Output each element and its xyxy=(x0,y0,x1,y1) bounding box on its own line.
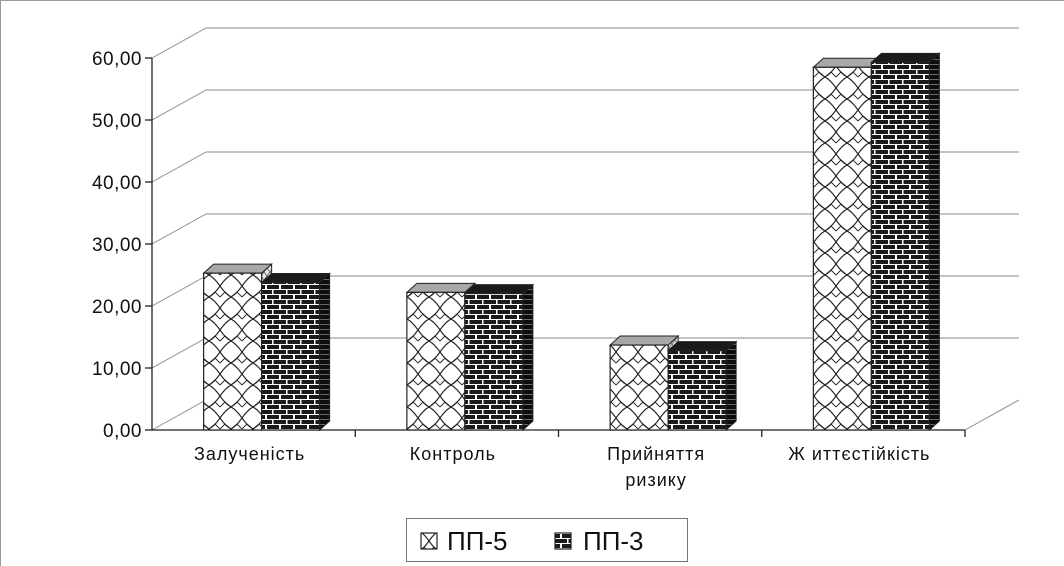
bar xyxy=(261,281,321,431)
y-tick-label: 10,00 xyxy=(92,359,142,380)
bar xyxy=(464,293,524,431)
bar xyxy=(812,66,872,431)
y-tick-label: 40,00 xyxy=(92,173,142,194)
gridline-depth xyxy=(151,213,207,245)
bar-top xyxy=(260,272,331,283)
gridline-depth xyxy=(151,151,207,183)
legend-label-series-2: ПП-3 xyxy=(583,526,644,556)
x-tick-label: Прийняття xyxy=(607,444,705,464)
gridline-depth xyxy=(151,399,207,431)
y-tick-label: 20,00 xyxy=(92,297,142,318)
x-tick-label: Ж иттєстійкість xyxy=(788,444,930,464)
x-tick-label: Залученість xyxy=(194,444,305,464)
y-tick-label: 30,00 xyxy=(92,235,142,256)
floor-edge xyxy=(964,399,1020,431)
bar-top xyxy=(405,282,477,293)
bar-side xyxy=(725,340,737,432)
legend-label-series-1: ПП-5 xyxy=(447,526,508,556)
legend: ПП-5 ПП-3 xyxy=(406,518,688,562)
gridline-depth xyxy=(151,89,207,121)
gridline-depth xyxy=(151,27,207,59)
bar-top xyxy=(202,263,273,274)
x-tick-label: ризику xyxy=(625,470,686,490)
bar xyxy=(406,291,466,431)
gridline-depth xyxy=(151,275,207,307)
bar xyxy=(203,272,263,431)
bar xyxy=(609,344,669,431)
bar xyxy=(870,61,930,431)
bars-layer xyxy=(202,52,941,432)
bar-top xyxy=(666,341,738,352)
labels-layer: 0,00 10,00 20,00 30,00 40,00 50,00 60,00 Залуче… xyxy=(92,49,930,490)
bar-side xyxy=(928,52,940,432)
bar-side xyxy=(319,272,331,432)
legend-swatch-series-1 xyxy=(420,532,438,550)
x-tick-label: Контроль xyxy=(410,444,496,464)
bar-side xyxy=(522,283,534,432)
gridline-depth xyxy=(151,337,207,369)
y-tick-label: 60,00 xyxy=(92,49,142,70)
bar-top xyxy=(463,284,535,295)
bar xyxy=(667,350,727,431)
legend-swatch-series-2 xyxy=(554,532,572,550)
bar-top xyxy=(608,335,680,346)
y-tick-label: 0,00 xyxy=(103,421,142,442)
bar-top xyxy=(870,52,941,63)
legend-svg: ПП-5 ПП-3 xyxy=(420,526,644,556)
y-tick-label: 50,00 xyxy=(92,111,142,132)
